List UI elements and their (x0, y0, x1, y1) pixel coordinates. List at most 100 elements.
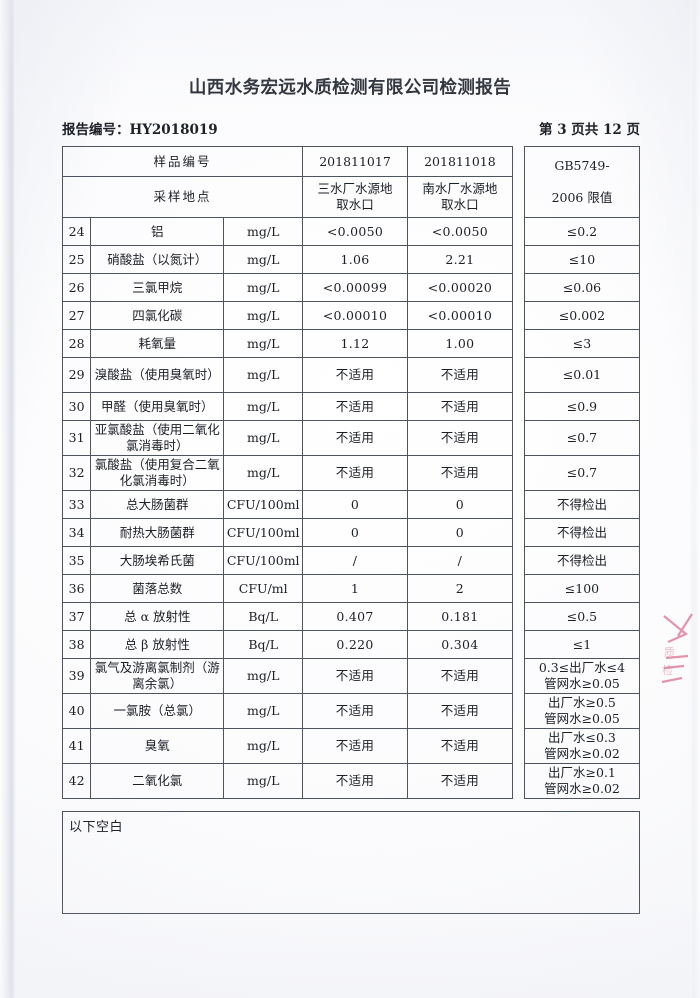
water-quality-results-table: 样品编号 201811017 201811018 GB5749- 2006 限值 采样地点… (61, 146, 641, 799)
cell-value-sample-2: 不适用 (406, 455, 513, 491)
cell-value-sample-2: 0.181 (406, 602, 513, 631)
page-title: 山西水务宏远水质检测有限公司检测报告 (188, 78, 512, 98)
cell-gap (511, 245, 525, 274)
cell-parameter-name: 一氯胺（总氯） (90, 693, 225, 729)
cell-value-sample-1: 0.220 (302, 630, 408, 659)
cell-limit-value: 不得检出 (523, 546, 641, 575)
cell-gap (511, 763, 525, 799)
cell-index: 40 (61, 693, 92, 729)
cell-parameter-name: 氯气及游离氯制剂（游离余氯） (90, 658, 225, 694)
cell-gap (511, 658, 525, 694)
header-gap-column (511, 146, 525, 218)
cell-parameter-name: 大肠埃希氏菌 (90, 546, 225, 575)
cell-gap (511, 420, 525, 456)
cell-value-sample-1: 不适用 (302, 357, 408, 393)
cell-unit: CFU/100ml (223, 490, 304, 519)
cell-gap (511, 329, 525, 358)
table-row: 38 总 β 放射性 Bq/L 0.220 0.304 ≤1 (61, 630, 641, 659)
table-row: 37 总 α 放射性 Bq/L 0.407 0.181 ≤0.5 (61, 602, 641, 631)
cell-unit: mg/L (223, 329, 304, 358)
cell-gap (511, 546, 525, 575)
cell-gap (511, 518, 525, 547)
cell-parameter-name: 三氯甲烷 (90, 273, 225, 302)
cell-index: 29 (61, 357, 92, 393)
table-row: 42 二氧化氯 mg/L 不适用 不适用 出厂水≥0.1 管网水≥0.02 (61, 763, 641, 799)
cell-index: 24 (61, 217, 92, 246)
svg-text:检: 检 (662, 663, 673, 677)
cell-value-sample-2: 不适用 (406, 357, 513, 393)
cell-value-sample-2: 不适用 (406, 728, 513, 764)
svg-text:质: 质 (664, 646, 675, 659)
table-row: 27 四氯化碳 mg/L <0.00010 <0.00010 ≤0.002 (61, 301, 641, 330)
cell-value-sample-2: 1.00 (406, 329, 513, 358)
cell-limit-value: ≤0.7 (523, 420, 641, 456)
header-sample-no-2: 201811018 (406, 146, 513, 177)
table-row: 25 硝酸盐（以氮计） mg/L 1.06 2.21 ≤10 (61, 245, 641, 274)
cell-parameter-name: 总 β 放射性 (90, 630, 225, 659)
header-sample-no-1: 201811017 (302, 146, 408, 177)
cell-parameter-name: 溴酸盐（使用臭氧时） (90, 357, 225, 393)
cell-index: 36 (61, 574, 92, 603)
cell-unit: CFU/ml (223, 574, 304, 603)
cell-gap (511, 455, 525, 491)
header-site-2: 南水厂水源地 取水口 (406, 176, 513, 218)
cell-unit: mg/L (223, 217, 304, 246)
cell-unit: Bq/L (223, 630, 304, 659)
cell-limit-value: 出厂水≥0.1 管网水≥0.02 (523, 763, 641, 799)
cell-limit-value: 出厂水≤0.3 管网水≥0.02 (523, 728, 641, 764)
table-header-row-sample-no: 样品编号 201811017 201811018 GB5749- 2006 限值 (61, 146, 641, 218)
table-row: 34 耐热大肠菌群 CFU/100ml 0 0 不得检出 (61, 518, 641, 547)
cell-value-sample-1: / (302, 546, 408, 575)
cell-value-sample-1: <0.00099 (302, 273, 408, 302)
cell-parameter-name: 亚氯酸盐（使用二氧化氯消毒时） (90, 420, 225, 456)
table-row: 30 甲醛（使用臭氧时） mg/L 不适用 不适用 ≤0.9 (61, 392, 641, 421)
cell-gap (511, 574, 525, 603)
cell-value-sample-2: 0.304 (406, 630, 513, 659)
cell-value-sample-2: <0.00020 (406, 273, 513, 302)
cell-value-sample-2: 0 (406, 518, 513, 547)
cell-index: 27 (61, 301, 92, 330)
cell-parameter-name: 总大肠菌群 (90, 490, 225, 519)
cell-limit-value: ≤0.5 (523, 602, 641, 631)
header-sample-no-label: 样品编号 (61, 146, 304, 177)
cell-unit: mg/L (223, 245, 304, 274)
paper-edge-right (690, 0, 700, 998)
cell-unit: CFU/100ml (223, 546, 304, 575)
trailing-blank-box: 以下空白 (62, 811, 640, 914)
cell-gap (511, 630, 525, 659)
cell-gap (511, 490, 525, 519)
cell-limit-value: ≤0.002 (523, 301, 641, 330)
cell-value-sample-1: 不适用 (302, 455, 408, 491)
cell-value-sample-1: <0.0050 (302, 217, 408, 246)
cell-parameter-name: 耐热大肠菌群 (90, 518, 225, 547)
cell-index: 33 (61, 490, 92, 519)
cell-unit: mg/L (223, 763, 304, 799)
cell-limit-value: 不得检出 (523, 518, 641, 547)
cell-value-sample-1: 不适用 (302, 728, 408, 764)
table-row: 31 亚氯酸盐（使用二氧化氯消毒时） mg/L 不适用 不适用 ≤0.7 (61, 420, 641, 456)
cell-gap (511, 728, 525, 764)
cell-index: 38 (61, 630, 92, 659)
blank-note: 以下空白 (69, 820, 124, 835)
cell-gap (511, 693, 525, 729)
cell-unit: mg/L (223, 693, 304, 729)
page-indicator: 第 3 页共 12 页 (539, 122, 640, 138)
cell-unit: mg/L (223, 392, 304, 421)
cell-unit: mg/L (223, 273, 304, 302)
cell-index: 34 (61, 518, 92, 547)
table-row: 33 总大肠菌群 CFU/100ml 0 0 不得检出 (61, 490, 641, 519)
cell-limit-value: ≤3 (523, 329, 641, 358)
table-row: 40 一氯胺（总氯） mg/L 不适用 不适用 出厂水≥0.5 管网水≥0.05 (61, 693, 641, 729)
cell-unit: mg/L (223, 455, 304, 491)
cell-gap (511, 357, 525, 393)
cell-value-sample-2: 不适用 (406, 658, 513, 694)
cell-parameter-name: 氯酸盐（使用复合二氧化氯消毒时） (90, 455, 225, 491)
cell-unit: mg/L (223, 420, 304, 456)
cell-parameter-name: 二氧化氯 (90, 763, 225, 799)
cell-gap (511, 301, 525, 330)
cell-value-sample-2: 0 (406, 490, 513, 519)
cell-parameter-name: 总 α 放射性 (90, 602, 225, 631)
paper-edge-left (0, 0, 16, 998)
cell-index: 32 (61, 455, 92, 491)
cell-unit: mg/L (223, 357, 304, 393)
